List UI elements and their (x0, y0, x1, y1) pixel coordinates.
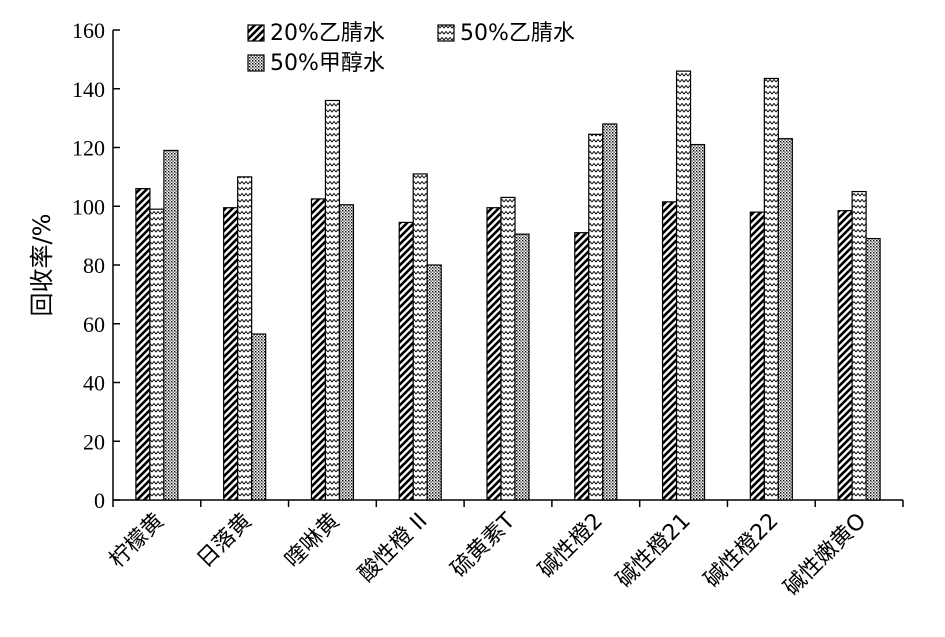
x-category-label: 碱性橙22 (699, 509, 783, 593)
bar-diagonal-hatch (398, 221, 414, 501)
x-category-label: 柠檬黄 (105, 509, 169, 573)
bar-dotted (689, 143, 706, 501)
bar-diagonal-hatch (223, 207, 239, 501)
bar-diagonal-hatch (661, 201, 678, 501)
bar-zigzag (675, 70, 692, 501)
x-category-label: 日落黄 (193, 509, 257, 573)
bar-dotted (865, 237, 881, 501)
bar-zigzag (588, 133, 604, 501)
x-category-label: 硫黄素T (446, 508, 520, 582)
bar-dotted (426, 264, 442, 501)
legend-swatch (247, 24, 265, 42)
legend-swatch (437, 24, 455, 42)
bar-zigzag (149, 208, 165, 501)
y-tick-label: 140 (72, 77, 105, 102)
y-tick-label: 0 (94, 488, 105, 513)
bar-diagonal-hatch (574, 232, 590, 501)
y-axis-title: 回收率/% (28, 214, 56, 317)
x-category-label: 酸性橙 II (354, 509, 432, 587)
y-tick-label: 40 (83, 371, 105, 396)
bar-zigzag (763, 77, 779, 501)
bar-dotted (338, 204, 355, 501)
bar-zigzag (237, 176, 253, 501)
bar-dotted (251, 333, 267, 501)
x-category-label: 碱性橙21 (612, 509, 696, 593)
bar-zigzag (324, 99, 341, 501)
bar-diagonal-hatch (749, 211, 765, 501)
bar-diagonal-hatch (135, 188, 151, 501)
bar-dotted (163, 149, 179, 501)
legend-label: 50%乙腈水 (460, 21, 575, 46)
x-category-label: 碱性橙2 (534, 509, 608, 583)
bar-dotted (777, 138, 793, 501)
y-tick-label: 160 (72, 18, 105, 43)
bar-dotted (514, 233, 530, 501)
y-tick-label: 120 (72, 136, 105, 161)
legend-swatch (247, 54, 265, 72)
bar-zigzag (412, 173, 428, 501)
y-tick-label: 20 (83, 429, 105, 454)
y-tick-label: 80 (83, 253, 105, 278)
bar-diagonal-hatch (837, 210, 853, 501)
bar-dotted (602, 123, 618, 501)
x-category-label: 喹啉黄 (280, 509, 344, 573)
legend-label: 20%乙腈水 (270, 21, 385, 46)
y-tick-label: 100 (72, 194, 105, 219)
x-category-label: 碱性嫩黄O (779, 509, 871, 601)
y-tick-label: 60 (83, 312, 105, 337)
bar-zigzag (500, 196, 516, 501)
bar-zigzag (851, 190, 867, 501)
bar-diagonal-hatch (486, 207, 502, 501)
bar-diagonal-hatch (310, 198, 327, 501)
legend-label: 50%甲醇水 (270, 51, 385, 76)
